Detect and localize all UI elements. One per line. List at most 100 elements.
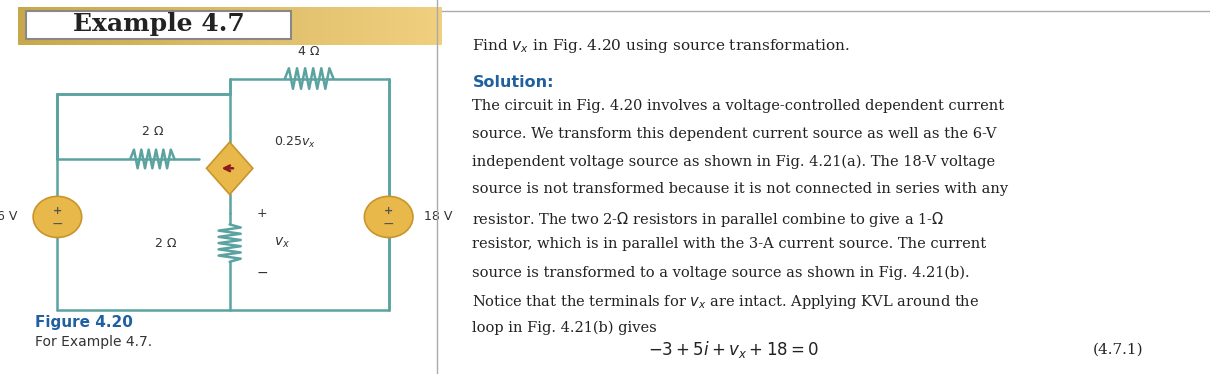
Text: 6 V: 6 V <box>0 211 18 223</box>
Bar <box>191 7 196 45</box>
Text: source is transformed to a voltage source as shown in Fig. 4.21(b).: source is transformed to a voltage sourc… <box>472 265 970 279</box>
Bar <box>255 7 259 45</box>
Bar <box>18 7 22 45</box>
Text: −: − <box>382 217 394 231</box>
Bar <box>115 7 120 45</box>
Text: Find $v_x$ in Fig. 4.20 using source transformation.: Find $v_x$ in Fig. 4.20 using source tra… <box>472 37 851 55</box>
Text: 2 Ω: 2 Ω <box>142 125 163 138</box>
Bar <box>403 7 408 45</box>
Bar <box>196 7 200 45</box>
Bar <box>374 7 378 45</box>
Bar <box>234 7 238 45</box>
Bar <box>200 7 204 45</box>
Bar <box>162 7 166 45</box>
Text: −: − <box>257 266 267 280</box>
Bar <box>306 7 310 45</box>
Text: Example 4.7: Example 4.7 <box>73 12 244 36</box>
Bar <box>221 7 225 45</box>
Bar <box>154 7 157 45</box>
Bar <box>128 7 132 45</box>
Bar <box>157 7 162 45</box>
Bar <box>318 7 323 45</box>
Bar <box>213 7 217 45</box>
Text: $v_x$: $v_x$ <box>273 236 290 250</box>
Text: 2 Ω: 2 Ω <box>155 237 177 249</box>
Bar <box>408 7 411 45</box>
Text: +: + <box>53 206 62 216</box>
Polygon shape <box>207 142 253 194</box>
Bar <box>416 7 420 45</box>
Bar <box>437 7 442 45</box>
Bar <box>123 7 128 45</box>
Bar <box>344 7 348 45</box>
Bar <box>323 7 327 45</box>
Text: $-3 + 5i + v_x + 18 = 0$: $-3 + 5i + v_x + 18 = 0$ <box>649 339 819 360</box>
Bar <box>399 7 403 45</box>
Text: −: − <box>52 217 63 231</box>
Bar <box>56 7 60 45</box>
Bar <box>281 7 284 45</box>
Bar <box>183 7 188 45</box>
Bar <box>378 7 382 45</box>
Text: 0.25$v_x$: 0.25$v_x$ <box>273 135 316 150</box>
Text: source is not transformed because it is not connected in series with any: source is not transformed because it is … <box>472 182 1008 196</box>
Bar <box>340 7 344 45</box>
Bar <box>298 7 301 45</box>
Bar <box>64 7 69 45</box>
Text: (4.7.1): (4.7.1) <box>1093 343 1143 357</box>
Bar <box>272 7 276 45</box>
Bar <box>428 7 433 45</box>
Bar <box>81 7 86 45</box>
Text: loop in Fig. 4.21(b) gives: loop in Fig. 4.21(b) gives <box>472 321 657 335</box>
Text: +: + <box>257 207 266 220</box>
Bar <box>369 7 374 45</box>
Bar <box>247 7 250 45</box>
Bar <box>230 7 234 45</box>
Bar <box>27 11 292 39</box>
Bar <box>77 7 81 45</box>
Bar <box>171 7 174 45</box>
Bar <box>335 7 340 45</box>
Text: 4 Ω: 4 Ω <box>299 45 319 58</box>
Bar <box>348 7 352 45</box>
Bar <box>60 7 64 45</box>
Bar <box>315 7 318 45</box>
Bar <box>386 7 391 45</box>
Text: The circuit in Fig. 4.20 involves a voltage-controlled dependent current: The circuit in Fig. 4.20 involves a volt… <box>472 99 1004 113</box>
Bar <box>47 7 52 45</box>
Bar <box>225 7 230 45</box>
Bar <box>420 7 425 45</box>
Bar <box>94 7 98 45</box>
Bar <box>69 7 73 45</box>
Bar <box>357 7 361 45</box>
Bar <box>166 7 171 45</box>
Bar <box>293 7 298 45</box>
Bar <box>301 7 306 45</box>
Bar <box>208 7 213 45</box>
Text: Notice that the terminals for $v_x$ are intact. Applying KVL around the: Notice that the terminals for $v_x$ are … <box>472 293 980 311</box>
Bar <box>27 7 30 45</box>
Bar <box>310 7 315 45</box>
Text: source. We transform this dependent current source as well as the 6-V: source. We transform this dependent curr… <box>472 127 997 141</box>
Text: 18 V: 18 V <box>424 211 453 223</box>
Bar <box>111 7 115 45</box>
Text: For Example 4.7.: For Example 4.7. <box>35 335 152 349</box>
Text: Figure 4.20: Figure 4.20 <box>35 315 133 330</box>
Bar <box>267 7 272 45</box>
Circle shape <box>364 196 413 237</box>
Bar <box>242 7 247 45</box>
Bar <box>73 7 77 45</box>
Bar <box>132 7 137 45</box>
Bar <box>90 7 94 45</box>
Text: resistor. The two 2-$\Omega$ resistors in parallel combine to give a 1-$\Omega$: resistor. The two 2-$\Omega$ resistors i… <box>472 210 945 229</box>
Bar <box>425 7 428 45</box>
Bar <box>188 7 191 45</box>
Bar <box>174 7 179 45</box>
Bar <box>361 7 365 45</box>
Bar <box>259 7 264 45</box>
Text: independent voltage source as shown in Fig. 4.21(a). The 18-V voltage: independent voltage source as shown in F… <box>472 154 996 169</box>
Bar <box>327 7 332 45</box>
Bar <box>103 7 106 45</box>
Bar <box>394 7 399 45</box>
Bar <box>22 7 27 45</box>
